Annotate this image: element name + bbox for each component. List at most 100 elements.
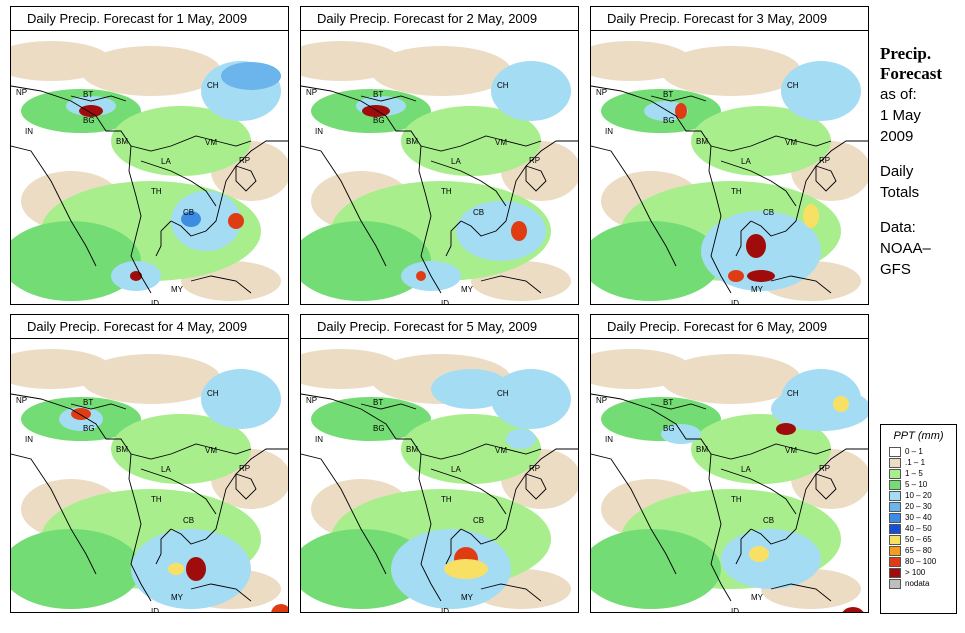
precip-area [746,234,766,258]
precip-area [11,221,141,301]
country-label-bm: BM [116,137,128,146]
legend-swatch [889,458,901,468]
country-label-th: TH [151,495,162,504]
country-label-ch: CH [787,389,799,398]
country-label-cb: CB [183,208,195,217]
precip-area [491,61,571,121]
country-label-my: MY [751,593,763,602]
asof-line1: as of: [880,86,917,103]
precip-area [171,191,241,251]
precip-area [311,397,431,441]
country-label-vm: VM [495,138,507,147]
country-label-in: IN [25,435,33,444]
precip-map: NP BT IN BG BM CH VM LA TH CB MY ID RP [591,31,868,304]
sidebar-title-line2: Forecast [880,64,942,83]
country-border [420,135,542,152]
precip-area [591,529,721,609]
sidebar-title-line1: Precip. [880,44,932,63]
country-label-bm: BM [696,137,708,146]
country-label-np: NP [16,88,28,97]
precip-area [444,559,488,579]
legend-item: 20 – 30 [889,501,956,512]
precip-area [201,369,281,429]
precip-map: NP BT IN BG BM CH VM LA TH CB MY ID RP [301,339,578,612]
legend-label: .1 – 1 [905,458,926,467]
country-border [360,403,417,410]
precip-area [401,414,541,484]
precip-area [186,557,206,581]
light-precip-area [371,46,511,96]
country-border [301,85,442,294]
precip-map: NP BT IN BG BM CH VM LA TH CB MY ID RP [11,339,288,612]
precip-field [301,339,578,612]
country-label-rp: RP [529,464,541,473]
country-border [430,468,507,515]
country-label-np: NP [596,88,608,97]
country-label-la: LA [741,465,751,474]
precip-map: NP BT IN BG BM CH VM LA TH CB MY ID RP [11,31,288,304]
country-border [735,220,752,257]
country-border [190,583,252,602]
country-label-la: LA [451,157,461,166]
legend-label: 40 – 50 [905,524,932,533]
country-label-cb: CB [473,208,485,217]
precip-area [747,270,775,282]
precip-field [11,339,288,612]
country-border [770,583,832,602]
country-border [170,448,288,545]
legend-swatch [889,568,901,578]
country-label-vm: VM [495,446,507,455]
data-line3: GFS [880,261,911,278]
precip-area [271,604,288,612]
legend-item: 50 – 65 [889,534,956,545]
country-border [301,145,387,267]
precip-area [168,563,184,575]
precip-area [401,106,541,176]
legend-label: 1 – 5 [905,469,923,478]
panel-title: Daily Precip. Forecast for 1 May, 2009 [11,7,288,31]
country-label-th: TH [151,187,162,196]
country-label-bm: BM [406,137,418,146]
country-label-vm: VM [785,138,797,147]
country-label-ch: CH [207,389,219,398]
country-label-rp: RP [819,464,831,473]
country-label-rp: RP [529,156,541,165]
country-border [155,220,172,257]
country-label-th: TH [441,495,452,504]
country-border [720,160,797,207]
country-label-ch: CH [497,389,509,398]
legend-label: 65 – 80 [905,546,932,555]
precip-area [803,204,819,228]
country-label-la: LA [451,465,461,474]
country-border [650,95,707,102]
precip-field [591,31,868,304]
country-border [445,220,462,257]
light-precip-area [661,354,801,404]
legend-swatch [889,535,901,545]
country-border [815,473,837,500]
country-border [591,145,677,267]
daily-line1: Daily [880,163,914,180]
country-label-in: IN [315,435,323,444]
precip-area [749,546,769,562]
country-border [420,443,542,460]
country-border [140,160,217,207]
country-label-my: MY [171,285,183,294]
legend-swatch [889,557,901,567]
country-border [11,145,97,267]
country-label-cb: CB [473,516,485,525]
country-label-ch: CH [787,81,799,90]
country-border [301,453,387,575]
precip-field [11,31,288,304]
country-label-bt: BT [663,398,674,407]
country-label-in: IN [605,435,613,444]
legend-item: 5 – 10 [889,479,956,490]
legend-label: 20 – 30 [905,502,932,511]
precip-map: NP BT IN BG BM CH VM LA TH CB MY ID RP [591,339,868,612]
country-label-vm: VM [785,446,797,455]
country-border [430,160,507,207]
country-border [750,140,868,237]
precip-map: NP BT IN BG BM CH VM LA TH CB MY ID RP [301,31,578,304]
country-border [480,275,542,294]
precip-area [691,106,831,176]
